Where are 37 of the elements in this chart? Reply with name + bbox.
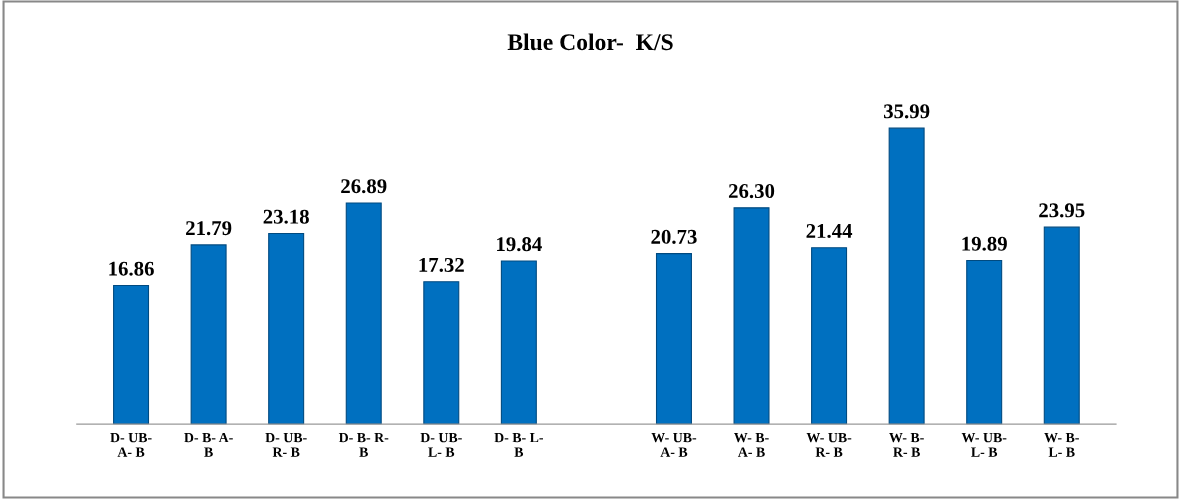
bar [268, 232, 305, 425]
bar [966, 260, 1003, 425]
data-label: 21.44 [806, 224, 853, 239]
bar [655, 253, 692, 425]
chart-title: Blue Color- K/S [507, 33, 673, 51]
data-label: 20.73 [651, 229, 697, 244]
x-tick-label: D- B- A- B [184, 432, 233, 457]
data-label: 19.89 [962, 236, 1007, 251]
bar [733, 207, 770, 425]
bar [345, 202, 382, 425]
bar [113, 284, 150, 425]
data-label: 23.95 [1039, 203, 1085, 218]
x-tick-label: D- UB- L- B [420, 433, 462, 457]
data-label: 23.18 [263, 209, 309, 224]
bar [1043, 226, 1080, 425]
data-label: 17.32 [419, 257, 464, 272]
x-tick-label: W- B- A- B [734, 433, 769, 457]
data-label: 19.84 [497, 237, 542, 252]
bar [190, 244, 227, 425]
x-tick-label: W- UB- A- B [651, 433, 697, 457]
x-tick-label: W- UB- R- B [806, 433, 852, 457]
data-label: 21.79 [186, 221, 232, 236]
x-tick-label: D- B- L- B [494, 433, 544, 457]
data-label: 26.30 [728, 183, 775, 199]
x-tick-label: W- UB- L- B [961, 433, 1007, 457]
bar [423, 281, 460, 425]
x-tick-label: W- B- L- B [1044, 433, 1079, 457]
x-tick-label: D- UB- R- B [265, 433, 307, 457]
x-tick-label: D- B- R- B [338, 433, 389, 457]
data-label: 35.99 [883, 104, 930, 119]
bar [500, 260, 537, 425]
bar [811, 247, 848, 425]
data-label: 26.89 [341, 179, 387, 194]
x-tick-label: D- UB- A- B [110, 433, 152, 457]
data-label: 16.86 [109, 261, 154, 276]
x-tick-label: W- B- R- B [889, 433, 924, 457]
bar [888, 127, 925, 425]
